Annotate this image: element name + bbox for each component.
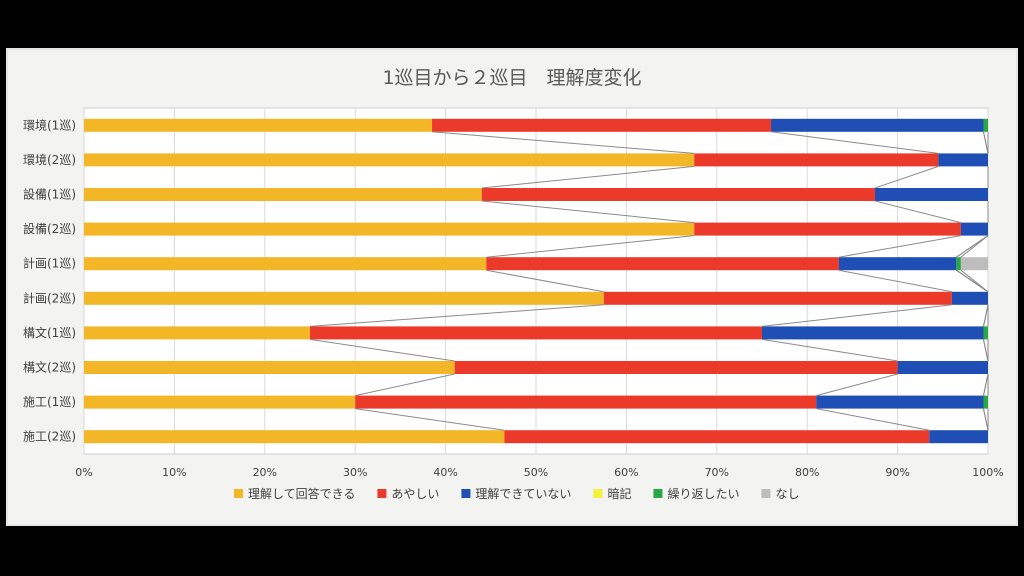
series-line <box>309 304 604 327</box>
series-line <box>874 165 939 189</box>
legend-entry: 繰り返したい <box>667 487 739 501</box>
bar-segment <box>355 395 817 409</box>
category-label: 計画(1巡) <box>23 256 76 271</box>
bar-segment <box>310 326 762 340</box>
category-label: 設備(2巡) <box>23 221 76 236</box>
x-tick-label: 70% <box>705 466 729 479</box>
category-label: 施工(2巡) <box>23 430 76 444</box>
chart-screen: 1巡目から２巡目 理解度変化 0% 10% 20% 30% 40% 50% 60% 70% 80… <box>6 48 1018 526</box>
bar-segment <box>84 188 482 201</box>
series-line <box>481 200 695 224</box>
x-tick-label: 90% <box>885 466 909 479</box>
bar-segment <box>983 118 988 132</box>
series-line <box>982 373 989 396</box>
series-line <box>838 269 952 293</box>
series-line <box>874 200 962 224</box>
x-tick-label: 20% <box>253 466 277 479</box>
category-label: 施工(1巡) <box>23 395 76 409</box>
chart-frame <box>6 48 1018 526</box>
series-line <box>960 235 989 258</box>
legend: 理解して回答できる あやしい 理解できていない 暗記 繰り返したい なし <box>234 486 799 501</box>
plot-area: 0% 10% 20% 30% 40% 50% 60% 70% 80% 90% 100% 環境(1巡) 環… <box>6 48 1018 526</box>
series-line <box>838 235 961 258</box>
legend-swatch <box>761 489 771 498</box>
series-line <box>982 408 989 431</box>
bar-segment <box>84 395 356 409</box>
bar-segment <box>694 222 961 236</box>
bar-segment <box>897 361 988 374</box>
bar-segment <box>983 326 988 340</box>
series-line <box>960 269 989 293</box>
bar-segment <box>84 430 505 444</box>
series-line <box>816 373 898 397</box>
legend-swatch <box>234 489 243 498</box>
series-line <box>982 339 989 362</box>
series-line <box>355 373 455 397</box>
x-tick-label: 100% <box>972 466 1003 479</box>
bar-segment <box>504 430 930 444</box>
bar-segment <box>84 291 604 305</box>
bar-segment <box>929 430 988 444</box>
series-line <box>481 165 695 189</box>
bar-segment <box>454 361 898 374</box>
category-label: 構文(2巡) <box>23 360 76 375</box>
bar-segment <box>875 188 988 201</box>
bar-segment <box>938 153 988 167</box>
bar-segment <box>816 395 984 409</box>
category-label: 構文(1巡) <box>23 325 76 340</box>
x-tick-label: 0% <box>75 466 92 479</box>
chart-title: 1巡目から２巡目 理解度変化 <box>382 67 641 89</box>
series-line <box>816 408 930 431</box>
bar-segment <box>481 188 875 201</box>
legend-swatch <box>461 489 471 498</box>
bar-segment <box>486 257 839 271</box>
legend-entry: 理解して回答できる <box>248 486 355 501</box>
category-label: 設備(1巡) <box>23 187 76 202</box>
category-label: 環境(1巡) <box>23 117 76 132</box>
series-line <box>982 304 989 327</box>
bar-segment <box>771 118 984 132</box>
series-line <box>982 131 989 154</box>
bar-segment <box>84 222 695 236</box>
bar-segment <box>603 291 952 305</box>
bar-segment <box>951 291 988 305</box>
x-tick-label: 10% <box>162 466 186 479</box>
bar-segment <box>838 257 957 271</box>
series-line <box>761 338 898 362</box>
bar-segment <box>432 118 772 132</box>
bar-segment <box>983 395 988 409</box>
bar-segment <box>84 118 433 132</box>
chart-svg: 1巡目から２巡目 理解度変化 0% 10% 20% 30% 40% 50% 60% 70% 80… <box>6 48 1018 526</box>
bar-segment <box>960 257 988 271</box>
x-tick-label: 40% <box>433 466 457 479</box>
legend-swatch <box>377 489 387 498</box>
bar-segment <box>960 222 988 236</box>
legend-entry: 理解できていない <box>475 487 571 501</box>
x-tick-label: 50% <box>524 466 548 479</box>
legend-entry: なし <box>775 487 799 501</box>
series-line <box>431 131 695 154</box>
legend-entry: 暗記 <box>607 486 631 501</box>
series-line <box>761 304 952 327</box>
series-line <box>486 235 695 258</box>
legend-swatch <box>653 489 663 498</box>
x-tick-label: 30% <box>343 466 367 479</box>
bar-segment <box>694 153 939 167</box>
bar-segment <box>956 257 961 271</box>
bar-segment <box>84 361 455 374</box>
series-line <box>309 338 455 362</box>
bar-segment <box>84 326 310 340</box>
x-tick-label: 80% <box>795 466 819 479</box>
category-label: 計画(2巡) <box>23 290 76 305</box>
legend-swatch <box>593 489 603 498</box>
legend-entry: あやしい <box>391 487 439 501</box>
category-label: 環境(2巡) <box>23 152 76 167</box>
bar-segment <box>84 257 487 271</box>
x-tick-label: 60% <box>614 466 638 479</box>
bar-segment <box>84 153 695 167</box>
series-line <box>770 131 939 154</box>
series-line <box>486 269 604 293</box>
series-line <box>355 408 505 431</box>
bar-segment <box>762 326 984 340</box>
